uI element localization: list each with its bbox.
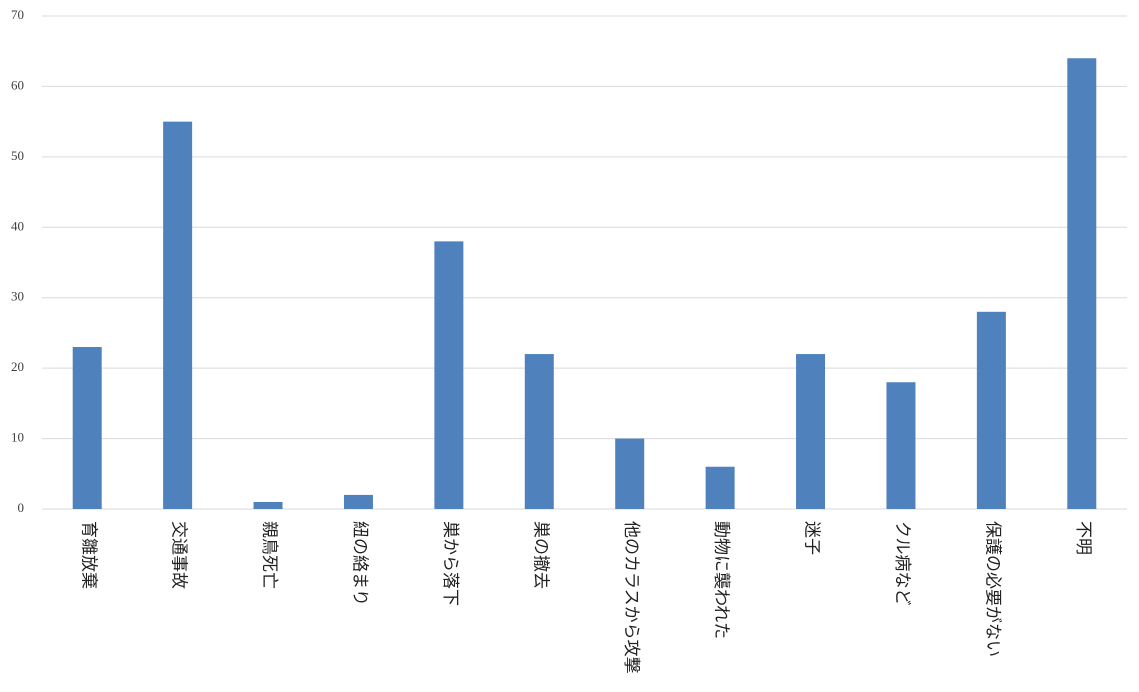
x-tick-label: 育雛放棄 (79, 521, 98, 589)
x-tick-label: 巣から落下 (441, 521, 460, 606)
y-tick-label: 70 (11, 7, 24, 22)
y-tick-label: 60 (11, 77, 24, 92)
bar (796, 354, 826, 509)
y-tick-label: 10 (11, 430, 24, 445)
x-tick-label: 他のカラスから攻撃 (622, 521, 641, 674)
y-tick-label: 50 (11, 148, 24, 163)
bar (434, 241, 464, 509)
y-tick-label: 40 (11, 218, 24, 233)
x-tick-label: 親鳥死亡 (260, 521, 279, 589)
x-tick-label: 迷子 (803, 521, 822, 555)
x-tick-label: 巣の撤去 (531, 521, 550, 589)
bar (705, 466, 735, 509)
x-tick-label: 交通事故 (170, 521, 189, 589)
bar (524, 354, 554, 509)
y-tick-label: 20 (11, 359, 24, 374)
bar (615, 438, 645, 509)
bar (253, 501, 283, 509)
x-tick-label: 不明 (1074, 521, 1093, 555)
bar (72, 347, 102, 509)
y-tick-label: 30 (11, 289, 24, 304)
x-tick-label: クル病など (893, 521, 912, 606)
bar (976, 311, 1006, 509)
x-tick-label: 動物に襲われた (712, 521, 731, 639)
x-tick-label: 保護の必要がない (983, 521, 1002, 657)
bar (886, 382, 916, 509)
bar (343, 494, 373, 509)
bar (163, 121, 193, 510)
x-tick-label: 紐の絡まり (351, 521, 370, 606)
bar (1067, 58, 1097, 509)
y-tick-label: 0 (18, 500, 25, 515)
